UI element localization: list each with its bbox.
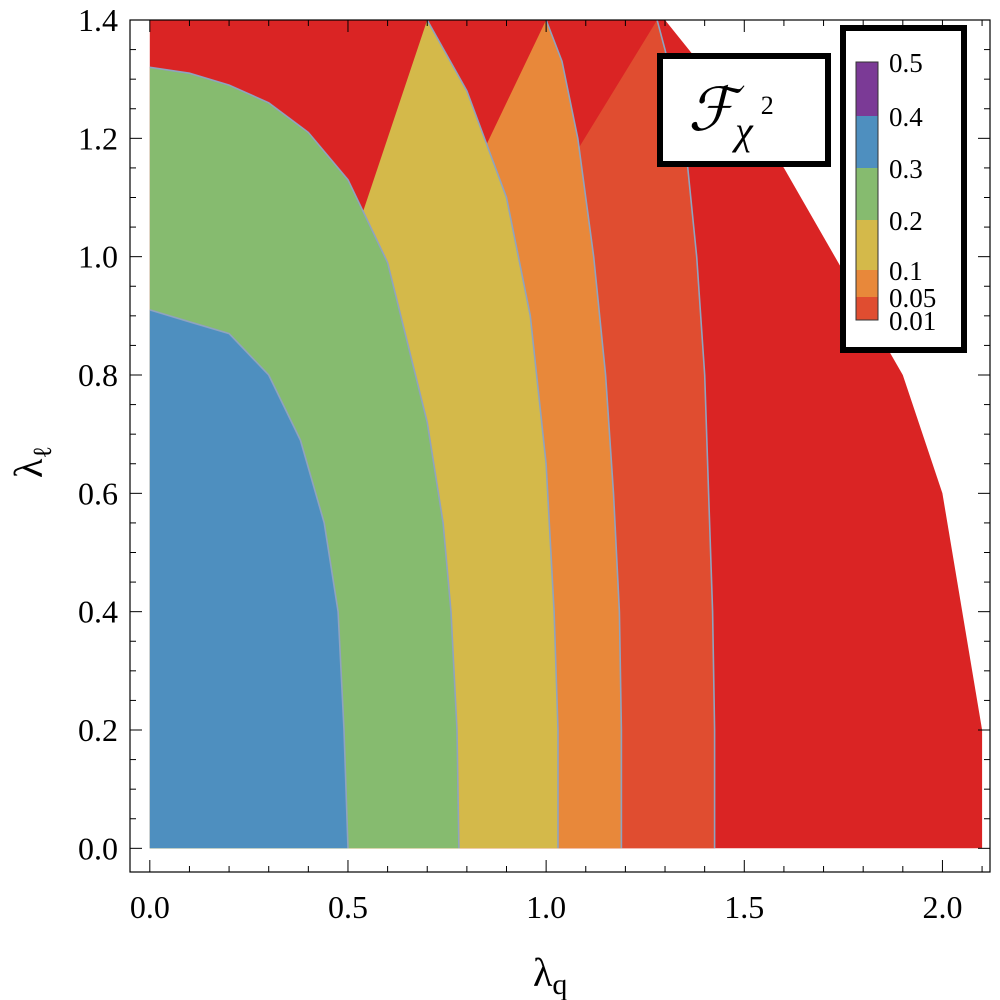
legend-label-0.5: 0.5 (889, 48, 923, 78)
y-axis-title: λℓ (6, 446, 57, 478)
legend-swatch-0.4 (856, 116, 878, 168)
contour-regions (149, 20, 983, 849)
contour-line-0.2 (149, 66, 460, 849)
y-tick-label: 0.8 (78, 357, 118, 393)
legend-label-0.4: 0.4 (889, 102, 923, 132)
x-axis-title-sub: q (552, 968, 567, 1000)
region-above-0.3 (149, 309, 348, 849)
contour-line-0.05 (545, 19, 623, 849)
svg-text:λq: λq (533, 950, 567, 1000)
svg-text:ℱχ2: ℱχ2 (688, 77, 774, 153)
x-tick-label: 0.5 (328, 889, 368, 925)
y-tick-label: 1.4 (78, 2, 118, 38)
y-tick-label: 0.6 (78, 475, 118, 511)
legend-label-0.3: 0.3 (889, 154, 923, 184)
contour-line-0.3 (149, 309, 349, 849)
title-subscript: χ (731, 108, 754, 153)
x-tick-label: 0.0 (130, 889, 170, 925)
legend-swatches (855, 61, 879, 321)
x-tick-label: 2.0 (922, 889, 962, 925)
legend-swatch-0.2 (856, 220, 878, 270)
contour-line-0.1 (426, 19, 559, 849)
legend-labels: 0.5 0.4 0.3 0.2 0.10.050.01 (889, 48, 936, 336)
title-box: ℱχ2 (657, 53, 831, 167)
legend-bar-frame (855, 61, 879, 321)
legend-swatch-0.5 (856, 62, 878, 116)
legend-label-0.01: 0.01 (889, 306, 936, 336)
y-tick-label: 0.4 (78, 594, 118, 630)
legend-label-0.05: 0.05 (889, 283, 936, 313)
legend-label-0.1: 0.1 (889, 256, 923, 286)
legend-label-0.2: 0.2 (889, 206, 923, 236)
legend-swatch-0.3 (856, 168, 878, 220)
x-tick-label: 1.5 (724, 889, 764, 925)
legend-swatch-0.05 (856, 297, 878, 320)
plot-frame (129, 19, 991, 873)
x-axis-title: λq (533, 950, 567, 1000)
svg-text:λℓ: λℓ (6, 446, 57, 478)
legend: 0.5 0.4 0.3 0.2 0.10.050.01 (840, 25, 967, 353)
x-axis-title-main: λ (533, 950, 553, 995)
y-tick-label: 1.0 (78, 239, 118, 275)
axis-tick-labels: 0.0 0.5 1.0 1.5 2.0 0.0 0.2 0.4 0.6 0.8 1.0 1.2 1.4 (78, 2, 962, 925)
axis-ticks (130, 19, 990, 872)
y-tick-label: 1.2 (78, 120, 118, 156)
y-axis-title-sub: ℓ (28, 446, 57, 458)
title-superscript: 2 (761, 91, 774, 120)
y-tick-label: 0.0 (78, 830, 118, 866)
legend-swatch-0.1 (856, 270, 878, 297)
y-tick-label: 0.2 (78, 712, 118, 748)
x-tick-label: 1.0 (526, 889, 566, 925)
y-axis-title-main: λ (6, 458, 51, 478)
